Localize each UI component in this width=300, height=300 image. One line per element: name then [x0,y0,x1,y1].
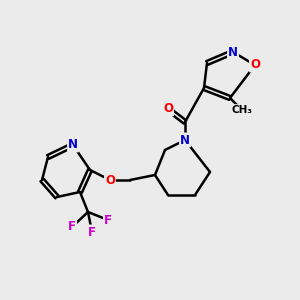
Text: CH₃: CH₃ [232,105,253,115]
Text: O: O [105,173,115,187]
Text: O: O [250,58,260,71]
Text: N: N [228,46,238,59]
Text: N: N [180,134,190,146]
Text: F: F [104,214,112,226]
Text: N: N [68,139,78,152]
Text: F: F [68,220,76,233]
Text: O: O [163,103,173,116]
Text: F: F [88,226,96,238]
